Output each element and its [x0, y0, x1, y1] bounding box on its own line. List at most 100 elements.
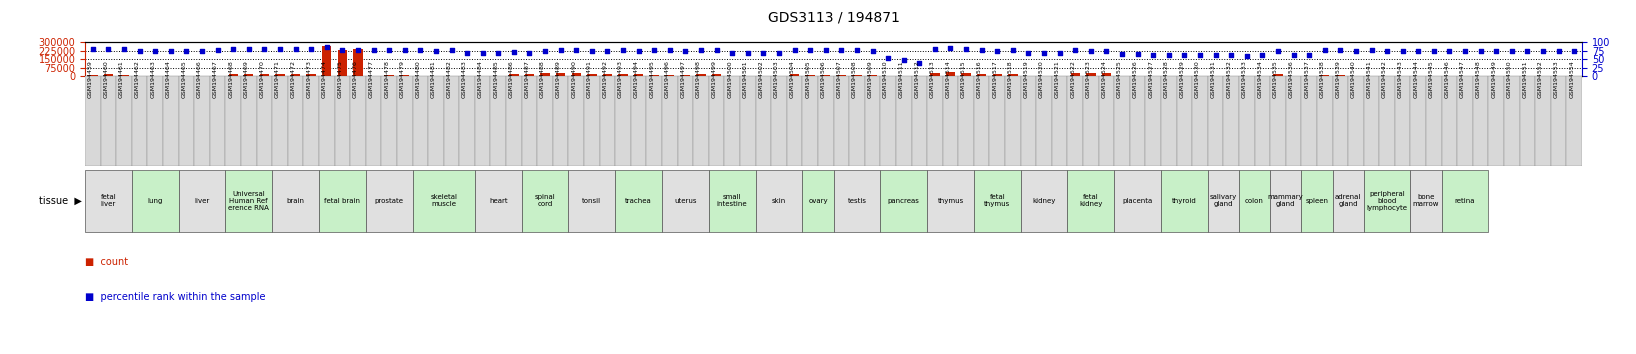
Bar — [805, 75, 815, 76]
Text: GSM194535: GSM194535 — [1273, 60, 1278, 98]
Text: skin: skin — [772, 198, 785, 204]
Text: GSM194506: GSM194506 — [821, 60, 826, 98]
Point — [345, 47, 371, 52]
Text: GSM194501: GSM194501 — [743, 60, 748, 98]
Point — [1389, 48, 1415, 54]
Point — [1140, 52, 1166, 57]
FancyBboxPatch shape — [600, 76, 615, 166]
FancyBboxPatch shape — [257, 76, 272, 166]
FancyBboxPatch shape — [1427, 76, 1441, 166]
FancyBboxPatch shape — [1472, 76, 1489, 166]
FancyBboxPatch shape — [880, 76, 897, 166]
Text: ■  percentile rank within the sample: ■ percentile rank within the sample — [85, 292, 265, 302]
Point — [298, 46, 324, 52]
Point — [283, 46, 309, 52]
Point — [188, 48, 214, 54]
FancyBboxPatch shape — [911, 76, 928, 166]
Point — [1078, 48, 1104, 53]
FancyBboxPatch shape — [1130, 76, 1145, 166]
Text: brain: brain — [286, 198, 304, 204]
Bar — [1086, 73, 1096, 76]
Bar — [260, 74, 268, 76]
Bar — [587, 74, 597, 76]
Bar — [1070, 73, 1080, 76]
Text: adrenal
gland: adrenal gland — [1335, 194, 1361, 207]
Bar — [337, 50, 347, 76]
Point — [1202, 52, 1229, 58]
FancyBboxPatch shape — [1364, 170, 1410, 232]
Point — [111, 46, 137, 51]
Point — [1186, 52, 1212, 58]
Text: GSM194548: GSM194548 — [1476, 60, 1481, 98]
Text: GSM194471: GSM194471 — [275, 60, 280, 98]
Point — [875, 56, 901, 61]
FancyBboxPatch shape — [460, 76, 474, 166]
Point — [782, 47, 808, 52]
Point — [1109, 51, 1135, 57]
FancyBboxPatch shape — [1301, 76, 1317, 166]
Text: GSM194544: GSM194544 — [1414, 60, 1418, 98]
Text: GSM194504: GSM194504 — [790, 60, 795, 98]
Text: GSM194515: GSM194515 — [960, 60, 967, 98]
Text: GSM194522: GSM194522 — [1070, 60, 1075, 98]
Text: GSM194532: GSM194532 — [1225, 60, 1232, 98]
Text: GSM194495: GSM194495 — [649, 60, 654, 98]
Text: liver: liver — [195, 198, 209, 204]
FancyBboxPatch shape — [1114, 170, 1162, 232]
FancyBboxPatch shape — [897, 76, 911, 166]
Bar — [571, 73, 581, 76]
Text: GSM194528: GSM194528 — [1163, 60, 1168, 98]
Point — [173, 48, 200, 54]
FancyBboxPatch shape — [771, 76, 787, 166]
Text: GSM194479: GSM194479 — [399, 60, 404, 98]
Text: skeletal
muscle: skeletal muscle — [430, 194, 456, 207]
Text: GSM194487: GSM194487 — [525, 60, 530, 98]
Text: GSM194549: GSM194549 — [1492, 60, 1497, 98]
Bar — [103, 74, 113, 76]
Point — [1062, 47, 1088, 53]
Text: heart: heart — [489, 198, 507, 204]
Point — [517, 50, 543, 56]
Point — [1343, 48, 1369, 53]
Text: GSM194540: GSM194540 — [1351, 60, 1356, 98]
Text: small
intestine: small intestine — [717, 194, 748, 207]
Point — [656, 47, 682, 53]
FancyBboxPatch shape — [708, 170, 756, 232]
FancyBboxPatch shape — [1364, 76, 1379, 166]
FancyBboxPatch shape — [335, 76, 350, 166]
Text: GSM194460: GSM194460 — [103, 60, 108, 98]
Text: GSM194529: GSM194529 — [1180, 60, 1184, 98]
Point — [720, 50, 746, 56]
FancyBboxPatch shape — [209, 76, 226, 166]
Bar — [1273, 74, 1283, 76]
FancyBboxPatch shape — [1067, 76, 1083, 166]
Bar — [88, 75, 98, 76]
FancyBboxPatch shape — [739, 76, 756, 166]
Text: GSM194505: GSM194505 — [805, 60, 810, 98]
Bar — [556, 73, 566, 76]
Bar — [962, 73, 970, 76]
FancyBboxPatch shape — [1270, 170, 1301, 232]
Bar — [946, 72, 955, 76]
Text: GSM194461: GSM194461 — [119, 60, 124, 98]
Bar — [1008, 74, 1018, 76]
Text: fetal
thymus: fetal thymus — [985, 194, 1011, 207]
FancyBboxPatch shape — [818, 76, 833, 166]
Text: GSM194543: GSM194543 — [1397, 60, 1402, 98]
Text: GSM194545: GSM194545 — [1428, 60, 1433, 98]
Point — [594, 48, 620, 53]
FancyBboxPatch shape — [491, 76, 506, 166]
Point — [1047, 50, 1073, 56]
Point — [1124, 51, 1150, 57]
Bar — [728, 75, 736, 76]
Text: GSM194473: GSM194473 — [306, 60, 311, 98]
FancyBboxPatch shape — [1379, 76, 1396, 166]
Point — [1484, 48, 1510, 54]
FancyBboxPatch shape — [663, 76, 677, 166]
Bar — [353, 50, 363, 76]
Point — [1515, 48, 1541, 54]
Bar — [229, 74, 237, 76]
FancyBboxPatch shape — [226, 76, 240, 166]
FancyBboxPatch shape — [303, 76, 319, 166]
Point — [672, 48, 699, 54]
